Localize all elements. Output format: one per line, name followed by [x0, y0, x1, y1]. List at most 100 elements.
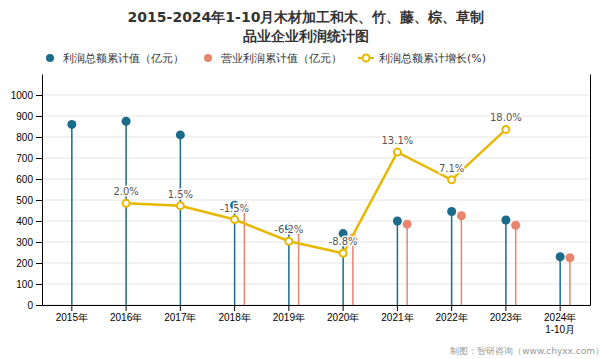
line-marker — [285, 238, 292, 245]
x-tick-label: 2018年 — [218, 312, 250, 323]
x-tick-label: 2015年 — [56, 312, 88, 323]
y-tick-label: 600 — [16, 174, 33, 185]
data-label: 1.5% — [168, 189, 193, 200]
annotation: 制图：智研咨询（www.chyxx.com） — [450, 346, 604, 356]
legend-symbol — [363, 55, 370, 62]
y-tick-label: 0 — [27, 300, 33, 311]
lollipop-stem — [352, 238, 354, 305]
y-tick-mark — [36, 137, 42, 138]
y-tick-label: 700 — [16, 153, 33, 164]
lollipop-head — [565, 253, 574, 262]
line-marker — [502, 126, 509, 133]
line-marker — [177, 202, 184, 209]
y-tick-mark — [36, 263, 42, 264]
y-tick-label: 200 — [16, 258, 33, 269]
y2-axis-line — [590, 75, 591, 306]
x-tick-mark — [234, 305, 235, 311]
y-tick-label: 100 — [16, 279, 33, 290]
lollipop-stem — [461, 216, 463, 305]
lollipop-stem — [505, 220, 507, 305]
line-marker — [394, 149, 401, 156]
lollipop-head — [457, 211, 466, 220]
x-tick: 2020年 — [327, 305, 359, 323]
y-tick-label: 900 — [16, 111, 33, 122]
x-axis: 2015年2016年2017年2018年2019年2020年2021年2022年… — [43, 305, 591, 335]
lollipop-stem — [180, 135, 182, 305]
x-tick-mark — [451, 305, 452, 311]
y-tick-mark — [36, 305, 42, 306]
lollipop-stem — [451, 212, 453, 305]
lollipop-head — [122, 117, 131, 126]
grid-line — [42, 158, 590, 159]
x-tick: 2016年 — [110, 305, 142, 323]
legend-item: 营业利润累计值（亿元） — [204, 52, 342, 65]
y-tick: 0 — [27, 300, 42, 311]
y-tick: 600 — [16, 174, 42, 185]
y-tick-label: 800 — [16, 132, 33, 143]
plot: 0 100 200 300 400 500 600 700 800 900 1000 2015年 201… — [11, 75, 591, 336]
y-tick-mark — [36, 116, 42, 117]
x-tick-mark — [180, 305, 181, 311]
data-label: 13.1% — [381, 135, 413, 146]
y-tick: 100 — [16, 279, 42, 290]
x-tick-label: 2024年1-10月 — [544, 312, 576, 335]
x-tick-mark — [560, 305, 561, 311]
line-marker — [448, 176, 455, 183]
legend-item: 利润总额累计值（亿元） — [46, 52, 184, 65]
y-tick: 400 — [16, 216, 42, 227]
x-tick: 2015年 — [56, 305, 88, 323]
y-tick-label: 400 — [16, 216, 33, 227]
lollipop-head — [501, 215, 510, 224]
lollipop-head — [393, 217, 402, 226]
y-tick: 200 — [16, 258, 42, 269]
y-tick-mark — [36, 95, 42, 96]
lollipop-stem — [125, 121, 127, 305]
x-tick: 2023年 — [490, 305, 522, 323]
data-label: -6.2% — [274, 224, 303, 235]
lollipop-stem — [515, 225, 517, 305]
x-tick: 2018年 — [218, 305, 250, 323]
line-marker — [340, 250, 347, 257]
x-tick-mark — [71, 305, 72, 311]
legend-label: 营业利润累计值（亿元） — [221, 52, 342, 65]
y-tick-label: 1000 — [11, 90, 34, 101]
x-tick-mark — [397, 305, 398, 311]
lollipop-head — [556, 252, 565, 261]
x-tick: 2017年 — [164, 305, 196, 323]
data-label: 18.0% — [490, 112, 522, 123]
y-tick-mark — [36, 179, 42, 180]
lollipop-head — [176, 130, 185, 139]
legend: 利润总额累计值（亿元） 营业利润累计值（亿元） 利润总额累计增长(%) — [46, 52, 486, 65]
grid-line — [42, 284, 590, 285]
title: 2015-2024年1-10月木材加工和木、竹、藤、棕、草制品业企业利润统计图 — [128, 9, 485, 44]
grid-line — [42, 263, 590, 264]
legend-label: 利润总额累计增长(%) — [379, 52, 486, 65]
data-labels: 2.0%1.5%-1.5%-6.2%-8.8%13.1%7.1%18.0% — [113, 112, 521, 247]
legend-symbol — [204, 54, 212, 62]
grid-line — [42, 137, 590, 138]
y-axis-line — [42, 75, 43, 306]
x-tick-mark — [343, 305, 344, 311]
x-tick-label: 2023年 — [490, 312, 522, 323]
chart: 2015-2024年1-10月木材加工和木、竹、藤、棕、草制品业企业利润统计图 0… — [0, 0, 612, 359]
x-tick-label: 2016年 — [110, 312, 142, 323]
y-tick: 500 — [16, 195, 42, 206]
lollipop-stem — [71, 124, 73, 305]
x-tick-mark — [126, 305, 127, 311]
legend-label: 利润总额累计值（亿元） — [63, 52, 184, 65]
lollipop-stem — [569, 258, 571, 305]
x-tick-label: 2022年 — [436, 312, 468, 323]
x-tick-mark — [288, 305, 289, 311]
x-tick: 2024年1-10月 — [544, 305, 576, 335]
line-marker — [231, 216, 238, 223]
y-tick-mark — [36, 200, 42, 201]
lollipop-head — [403, 220, 412, 229]
grid-line — [42, 95, 590, 96]
y-tick-mark — [36, 158, 42, 159]
y-tick: 800 — [16, 132, 42, 143]
y2-axis — [590, 75, 591, 306]
grid — [42, 95, 590, 305]
y-tick-label: 300 — [16, 237, 33, 248]
x-tick-mark — [505, 305, 506, 311]
data-label: 2.0% — [113, 186, 138, 197]
